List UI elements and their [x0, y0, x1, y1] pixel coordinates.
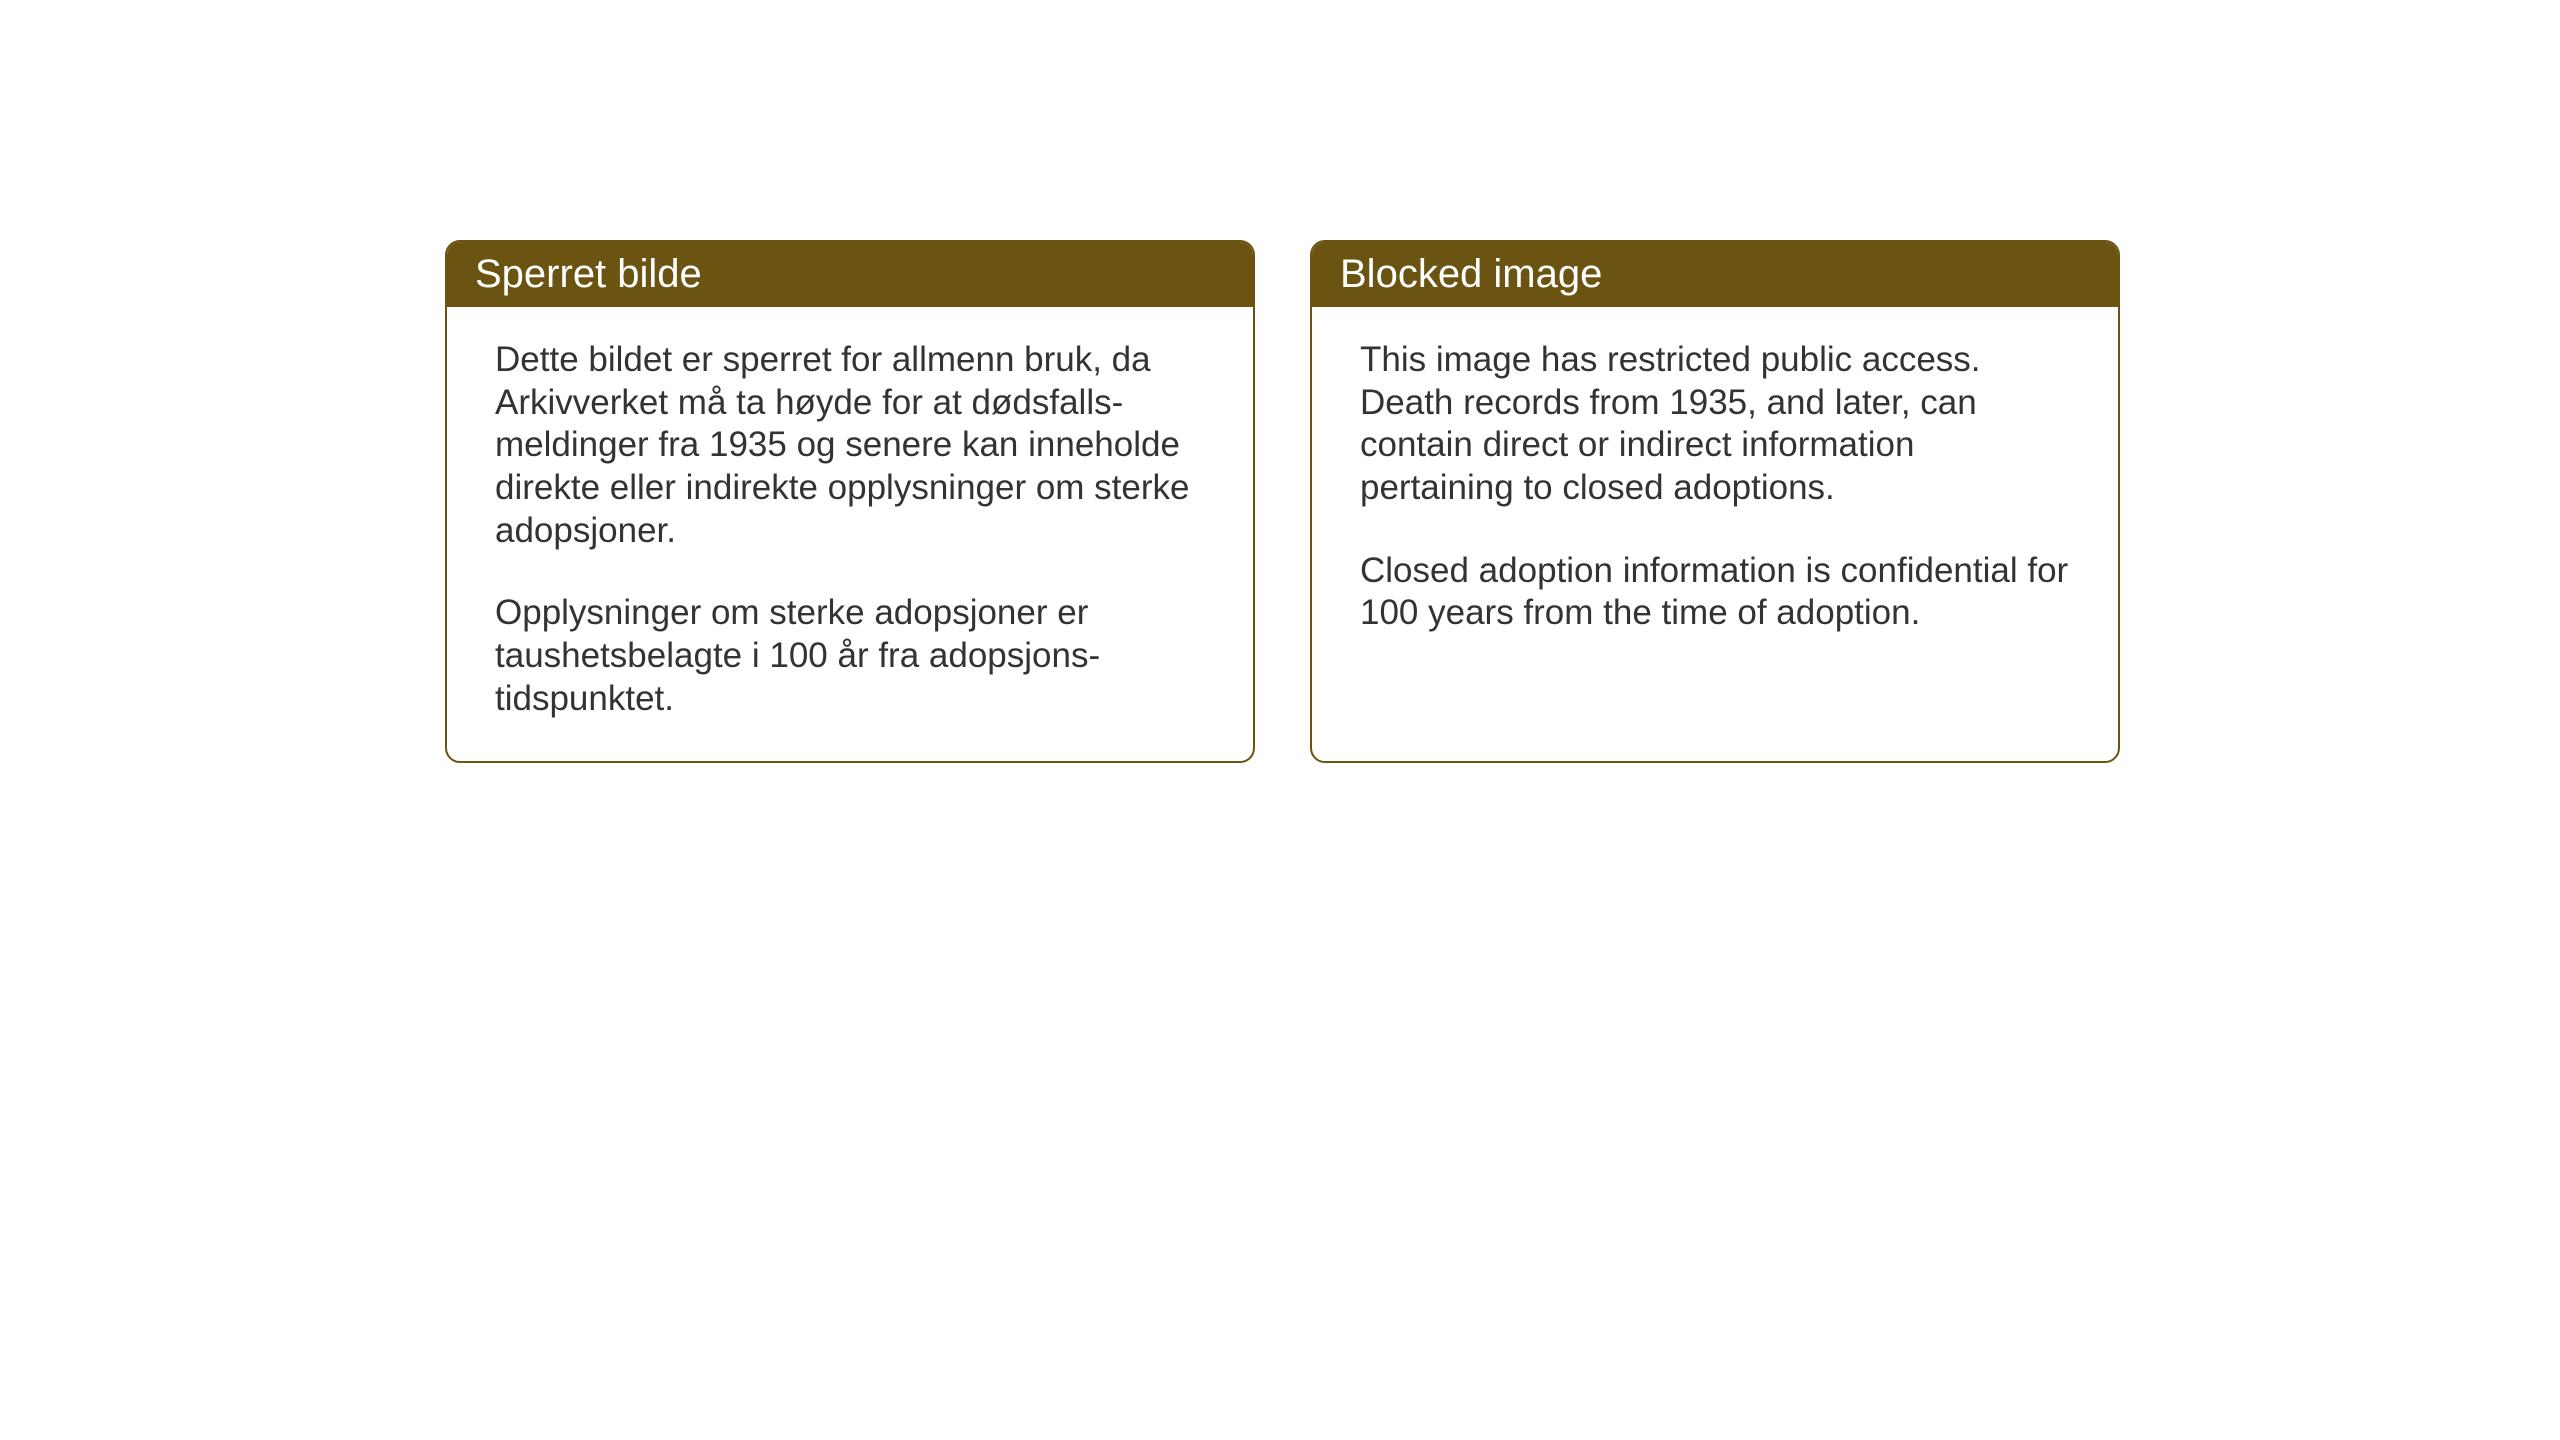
card-paragraph-1-english: This image has restricted public access.… — [1360, 339, 2070, 510]
card-body-norwegian: Dette bildet er sperret for allmenn bruk… — [447, 307, 1253, 761]
card-title-english: Blocked image — [1340, 252, 1602, 296]
notice-card-english: Blocked image This image has restricted … — [1310, 240, 2120, 763]
card-title-norwegian: Sperret bilde — [475, 252, 702, 296]
card-paragraph-2-norwegian: Opplysninger om sterke adopsjoner er tau… — [495, 592, 1205, 720]
card-paragraph-2-english: Closed adoption information is confident… — [1360, 550, 2070, 635]
notice-container: Sperret bilde Dette bildet er sperret fo… — [445, 240, 2120, 763]
notice-card-norwegian: Sperret bilde Dette bildet er sperret fo… — [445, 240, 1255, 763]
card-header-norwegian: Sperret bilde — [447, 242, 1253, 307]
card-body-english: This image has restricted public access.… — [1312, 307, 2118, 675]
card-paragraph-1-norwegian: Dette bildet er sperret for allmenn bruk… — [495, 339, 1205, 552]
card-header-english: Blocked image — [1312, 242, 2118, 307]
